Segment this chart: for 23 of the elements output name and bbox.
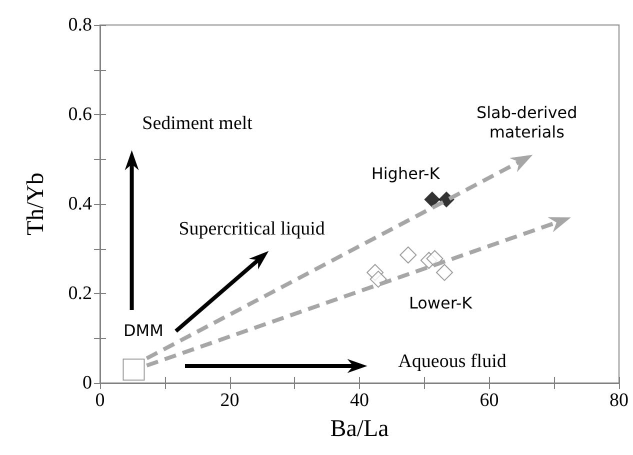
- point: [424, 192, 440, 208]
- point: [436, 264, 453, 281]
- x-tick-label: 80: [610, 390, 628, 411]
- annotation: Aqueous fluid: [398, 350, 507, 372]
- y-tick-label: 0.2: [68, 283, 92, 304]
- x-axis-title: Ba/La: [330, 416, 390, 442]
- annotation: DMM: [123, 320, 164, 340]
- y-tick-label: 0.6: [68, 104, 92, 125]
- annotation: Sediment melt: [142, 112, 254, 134]
- y-axis-title: Th/Yb: [23, 172, 49, 236]
- x-tick-label: 40: [350, 390, 369, 411]
- y-tick-label: 0: [82, 372, 92, 394]
- x-tick-label: 20: [220, 390, 240, 411]
- annotation: Slab-derived materials: [476, 103, 578, 142]
- point: [122, 358, 145, 381]
- point: [370, 270, 387, 288]
- point: [400, 246, 417, 264]
- y-tick-label: 0.4: [68, 194, 92, 214]
- annotation: Supercritical liquid: [178, 218, 326, 240]
- annotation: Higher-K: [371, 164, 440, 184]
- x-tick-label: 60: [480, 390, 499, 411]
- y-tick-label: 0.8: [68, 14, 92, 36]
- annotation: Lower-K: [409, 293, 473, 312]
